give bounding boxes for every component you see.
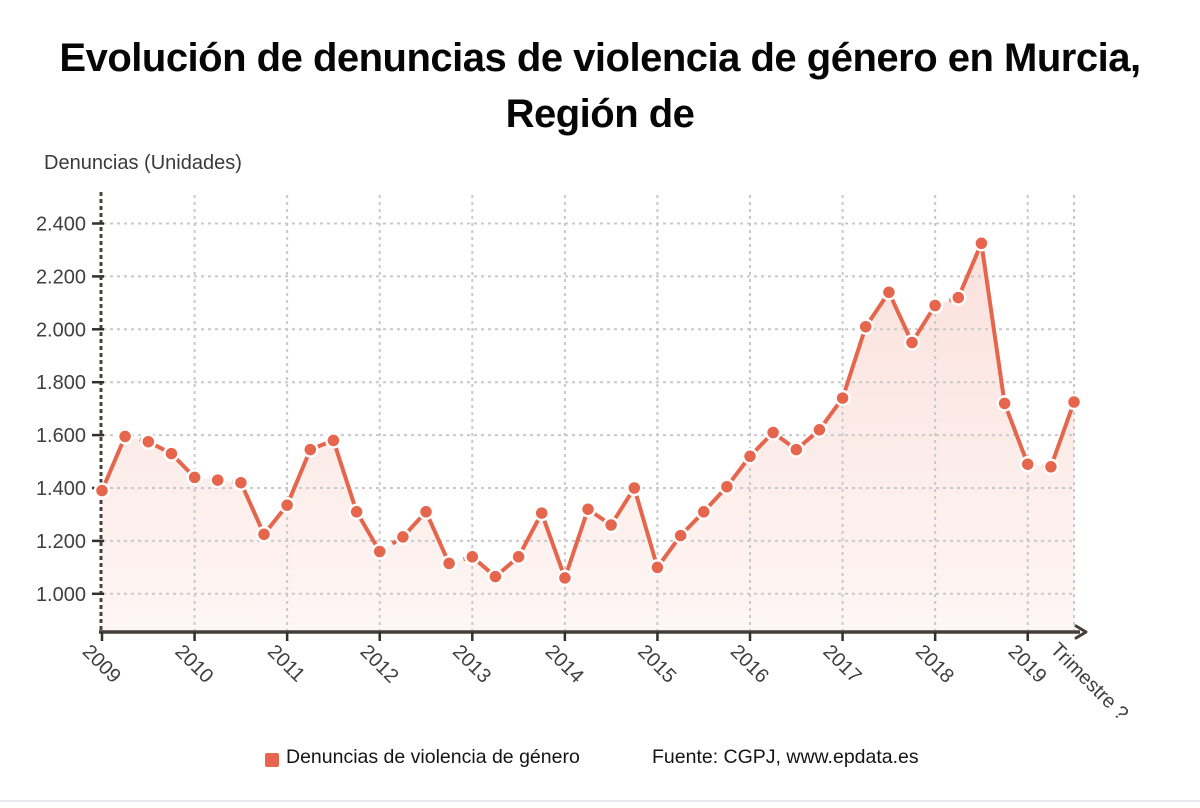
data-point-2009T4[interactable] (163, 445, 180, 462)
data-point-2013T2[interactable] (487, 568, 504, 585)
data-point-2009T2[interactable] (116, 428, 134, 445)
line-segment (840, 324, 868, 401)
data-point-2012T3[interactable] (417, 503, 435, 521)
data-point-2017T3[interactable] (880, 284, 898, 301)
data-point-2015T3[interactable] (695, 503, 712, 521)
chart-title: Evolución de denuncias de violencia de g… (0, 30, 1200, 142)
line-segment (562, 507, 590, 580)
y-tick-label: 2.200 (36, 266, 86, 288)
data-point-2011T3[interactable] (325, 432, 342, 449)
x-tick-label: 2013 (448, 641, 495, 688)
data-point-2014T2[interactable] (579, 500, 597, 518)
data-point-2014T3[interactable] (602, 516, 620, 534)
data-point-2015T1[interactable] (649, 559, 666, 576)
data-point-2018T1[interactable] (926, 297, 944, 314)
chart-title-line2: Región de (505, 92, 695, 136)
data-point-2019T3[interactable] (1065, 393, 1083, 411)
line-segment (979, 241, 1007, 406)
data-point-2011T1[interactable] (278, 496, 296, 514)
y-tick-label: 1.800 (36, 372, 86, 394)
y-tick-label: 2.000 (36, 319, 86, 341)
y-tick-label: 1.200 (36, 531, 86, 553)
line-segment (424, 509, 452, 566)
data-point-2017T1[interactable] (834, 389, 851, 407)
data-point-2013T4[interactable] (533, 504, 550, 522)
y-tick-label: 1.000 (36, 584, 86, 606)
x-axis-title: Trimestre ? (1046, 639, 1133, 726)
data-point-2012T4[interactable] (440, 555, 458, 572)
x-tick-label: 2010 (170, 641, 217, 688)
data-point-2013T3[interactable] (510, 548, 527, 566)
line-segment (238, 480, 266, 537)
source-attribution: Fuente: CGPJ, www.epdata.es (652, 746, 919, 768)
data-point-2018T4[interactable] (996, 395, 1013, 412)
data-point-2016T3[interactable] (788, 441, 805, 458)
data-point-2012T2[interactable] (394, 528, 412, 546)
x-tick-label: 2014 (541, 641, 588, 688)
data-point-2014T4[interactable] (626, 479, 643, 497)
line-segment (285, 447, 313, 508)
line-segment (539, 511, 567, 580)
data-point-2013T1[interactable] (464, 548, 481, 566)
x-tick-label: 2011 (263, 641, 309, 687)
data-point-2010T3[interactable] (232, 474, 250, 491)
data-point-2009T3[interactable] (140, 433, 157, 450)
data-point-2017T2[interactable] (857, 318, 874, 335)
line-segment (100, 434, 128, 493)
line-segment (632, 486, 660, 570)
x-tick-label: 2019 (1004, 641, 1051, 688)
legend-series-label: Denuncias de violencia de género (286, 746, 580, 768)
line-segment (1002, 401, 1030, 467)
line-segment (1048, 400, 1076, 469)
data-point-2019T1[interactable] (1019, 455, 1036, 473)
data-point-2014T1[interactable] (556, 569, 574, 587)
bottom-divider (0, 800, 1200, 802)
x-tick-label: 2017 (818, 641, 865, 688)
chart-title-line1: Evolución de denuncias de violencia de g… (59, 36, 1141, 80)
y-axis-unit-label: Denuncias (Unidades) (44, 152, 242, 174)
x-tick-label: 2015 (633, 641, 680, 688)
line-segment (331, 438, 359, 514)
series-area-fill (102, 243, 1074, 633)
x-axis-labels: 2009 2010 2011 2012 2013 2014 2015 2016 2017 2018… (78, 641, 1051, 688)
data-point-2018T2[interactable] (950, 289, 967, 306)
data-point-2010T1[interactable] (186, 469, 203, 486)
legend-series-swatch (265, 753, 279, 767)
gridlines (103, 195, 1076, 630)
x-tick-label: 2012 (356, 641, 403, 688)
x-tick-label: 2009 (78, 641, 125, 688)
data-point-2012T1[interactable] (371, 543, 388, 560)
y-tick-label: 1.600 (36, 425, 86, 447)
x-axis-arrow-icon (1074, 624, 1088, 640)
x-tick-label: 2016 (726, 641, 773, 688)
data-point-2015T4[interactable] (718, 478, 736, 495)
data-point-2017T4[interactable] (903, 334, 921, 351)
data-point-2016T2[interactable] (764, 424, 782, 441)
x-tick-label: 2018 (911, 641, 958, 688)
data-point-2016T4[interactable] (811, 421, 828, 439)
data-point-2011T2[interactable] (302, 441, 319, 458)
y-tick-label: 2.400 (36, 214, 86, 236)
y-tick-label: 1.400 (36, 478, 86, 500)
y-axis-labels: 1.000 1.200 1.400 1.600 1.800 2.000 2.200 2.400 (36, 214, 86, 606)
data-point-2010T4[interactable] (255, 526, 273, 543)
data-point-2018T3[interactable] (973, 235, 990, 252)
line-segment (886, 290, 914, 345)
data-point-2019T2[interactable] (1042, 458, 1060, 476)
data-points (93, 235, 1083, 587)
data-point-2010T2[interactable] (209, 471, 226, 489)
data-point-2009T1[interactable] (93, 482, 111, 499)
data-point-2011T4[interactable] (348, 503, 365, 521)
line-segment (956, 241, 984, 300)
data-point-2016T1[interactable] (741, 448, 759, 465)
data-point-2015T2[interactable] (672, 527, 689, 544)
x-axis-ticks (100, 632, 1029, 641)
